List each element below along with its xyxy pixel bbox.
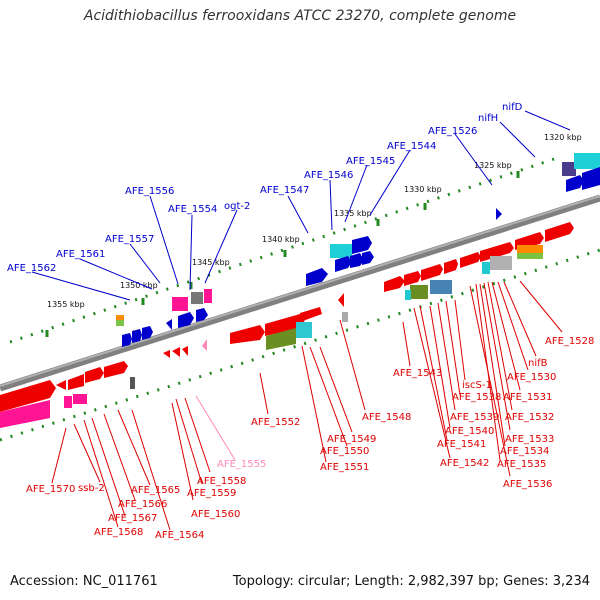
gene-label: AFE_1559 (187, 488, 236, 499)
gene-label: AFE_1535 (497, 459, 546, 470)
gene-label: nifD (502, 102, 523, 113)
gene-label: AFE_1555 (217, 459, 266, 470)
gene-label: AFE_1562 (7, 263, 56, 274)
gene-label: AFE_1556 (125, 186, 174, 197)
kbp-label: 1325 kbp (474, 161, 512, 170)
genome-backbone-highlight (0, 195, 600, 387)
gene-label: AFE_1549 (327, 434, 376, 445)
gene-label: AFE_1530 (507, 372, 556, 383)
gene-label: AFE_1551 (320, 462, 369, 473)
gene-label: AFE_1561 (56, 249, 105, 260)
gene-label: AFE_1544 (387, 141, 436, 152)
gene-label: AFE_1570 (26, 484, 75, 495)
accession-label: Accession: NC_011761 (10, 574, 158, 589)
gene-label: AFE_1567 (108, 513, 157, 524)
forward-leaders (31, 110, 571, 301)
gene-label: AFE_1543 (393, 368, 442, 379)
reverse-leaders (51, 280, 563, 531)
major-ticks (45, 171, 520, 337)
gene-label: AFE_1542 (440, 458, 489, 469)
kbp-label: 1350 kbp (120, 281, 158, 290)
gene-label: AFE_1526 (428, 126, 477, 137)
forward-labels: nifD nifH AFE_1526 AFE_1544 AFE_1545 AFE… (7, 102, 523, 274)
forward-genes-track (116, 153, 600, 347)
reverse-genes-track (0, 222, 574, 428)
gene-label: AFE_1568 (94, 527, 143, 538)
gene-label: nifH (478, 113, 498, 124)
kbp-label: 1345 kbp (192, 258, 230, 267)
gene-label: AFE_1531 (503, 392, 552, 403)
gene-label: AFE_1564 (155, 530, 204, 541)
gene-label: AFE_1533 (505, 434, 554, 445)
gene-label: AFE_1534 (500, 446, 549, 457)
kbp-label: 1330 kbp (404, 185, 442, 194)
reverse-labels: AFE_1528 nifB AFE_1530 AFE_1531 AFE_1532… (26, 336, 594, 541)
gene-label: AFE_1532 (505, 412, 554, 423)
gene-label: iscS-1 (462, 380, 492, 391)
genome-stats-label: Topology: circular; Length: 2,982,397 bp… (232, 574, 590, 589)
gene-label: AFE_1540 (445, 426, 494, 437)
gene-label: ogt-2 (224, 201, 250, 212)
map-title: Acidithiobacillus ferrooxidans ATCC 2327… (83, 8, 517, 24)
gene-label: ssb-2 (78, 483, 105, 494)
gene-label: AFE_1557 (105, 234, 154, 245)
gene-label: AFE_1541 (437, 439, 486, 450)
gene-label: AFE_1558 (197, 476, 246, 487)
gene-label: AFE_1565 (131, 485, 180, 496)
kbp-label: 1355 kbp (47, 300, 85, 309)
gene-label: AFE_1550 (320, 446, 369, 457)
gene-label: AFE_1554 (168, 204, 217, 215)
gene-label: AFE_1536 (503, 479, 552, 490)
gene-label: nifB (528, 358, 548, 369)
gene-label: AFE_1546 (304, 170, 353, 181)
gene-label: AFE_1552 (251, 417, 300, 428)
gene-label: AFE_1545 (346, 156, 395, 167)
gene-label: AFE_1548 (362, 412, 411, 423)
highlight-leader (195, 395, 236, 461)
gene-label: AFE_1538 (452, 392, 501, 403)
gene-label: AFE_1560 (191, 509, 240, 520)
kbp-label: 1320 kbp (544, 133, 582, 142)
genome-backbone (0, 194, 600, 392)
gene-label: AFE_1528 (545, 336, 594, 347)
gene-label: AFE_1566 (118, 499, 167, 510)
gene-label: AFE_1539 (450, 412, 499, 423)
gene-label: AFE_1547 (260, 185, 309, 196)
kbp-label: 1335 kbp (334, 209, 372, 218)
kbp-label: 1340 kbp (262, 235, 300, 244)
